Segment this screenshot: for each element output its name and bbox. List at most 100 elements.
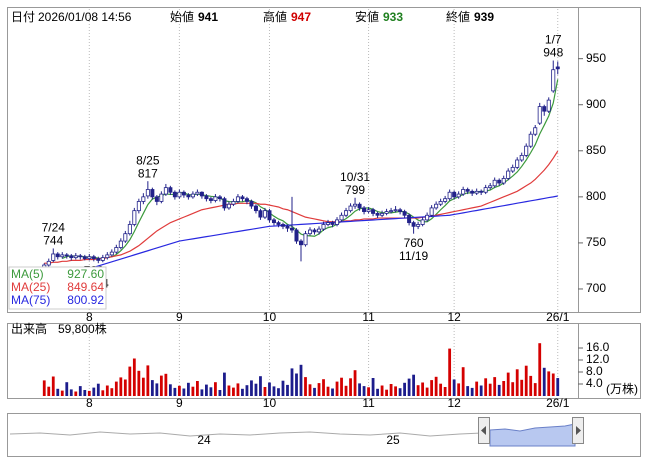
volume-bar <box>542 367 546 396</box>
candle-body <box>555 66 560 70</box>
volume-bar <box>538 343 542 396</box>
candle-body <box>154 196 159 202</box>
volume-bar <box>313 387 316 396</box>
candle-body <box>479 190 484 193</box>
candle-body <box>69 255 74 259</box>
candle-body <box>533 127 538 135</box>
volume-bar <box>326 386 330 396</box>
candle-body <box>303 233 308 246</box>
volume-bar <box>268 382 271 396</box>
candle-body <box>456 193 461 198</box>
volume-bar <box>250 380 253 396</box>
candle-body <box>524 145 529 156</box>
candle-body <box>488 185 493 189</box>
volume-bar <box>475 381 479 396</box>
volume-bar <box>69 389 73 396</box>
header-value: 947 <box>291 10 311 24</box>
volume-bar <box>502 381 506 396</box>
candle-body <box>267 210 272 221</box>
candle-body <box>109 251 114 256</box>
candle-body <box>339 214 344 221</box>
volume-bar <box>295 373 298 396</box>
volume-title: 出来高 <box>11 321 47 336</box>
candle-body <box>249 201 254 207</box>
annotation-date: 10/31 <box>340 170 370 184</box>
candle-body <box>217 196 222 200</box>
volume-bar <box>47 386 51 396</box>
handle-arrow <box>481 426 486 435</box>
candle-body <box>416 224 421 227</box>
candle-body <box>159 193 164 202</box>
candle-body <box>172 191 177 198</box>
x-tick-label: 26/1 <box>546 310 570 324</box>
candle-body <box>163 187 168 195</box>
volume-bar <box>362 386 366 396</box>
candle-body <box>344 210 349 216</box>
candle-body <box>362 207 367 212</box>
candle-body <box>168 187 173 193</box>
volume-bar <box>105 385 109 396</box>
candle-body <box>429 207 434 216</box>
volume-bar <box>65 382 69 396</box>
candle-body <box>199 191 204 197</box>
volume-bar <box>385 389 388 396</box>
volume-bar <box>74 391 78 396</box>
candle-body <box>55 253 60 258</box>
candle-body <box>497 179 502 184</box>
volume-bar <box>479 385 483 396</box>
header-label: 高値 <box>263 9 287 24</box>
candle-body <box>348 205 353 212</box>
navigator-line <box>9 431 483 437</box>
candle-body <box>280 224 285 227</box>
candle-body <box>434 203 439 209</box>
volume-bar <box>141 377 145 396</box>
candle-body <box>366 209 371 212</box>
candle-body <box>91 256 96 259</box>
header-label: 日付 <box>11 10 35 24</box>
volume-bar <box>159 375 163 396</box>
header-value: 941 <box>198 10 218 24</box>
volume-bar <box>317 383 321 396</box>
candle-body <box>380 213 385 216</box>
candle-body <box>190 193 195 198</box>
volume-bar <box>299 364 303 396</box>
candle-body <box>384 211 389 214</box>
candle-body <box>136 201 141 212</box>
y-tick-label: 4.0 <box>586 376 603 390</box>
volume-bar <box>132 358 136 396</box>
legend-value: 849.64 <box>67 280 104 294</box>
legend-box <box>8 266 107 310</box>
y-tick-label: 900 <box>586 97 606 111</box>
navigator-range <box>489 423 576 447</box>
x-tick-label: 26/1 <box>546 396 570 410</box>
volume-bar <box>218 390 222 396</box>
volume-bar <box>245 385 249 396</box>
candle-body <box>226 203 231 209</box>
candle-body <box>177 191 182 198</box>
header-label: 終値 <box>446 9 470 24</box>
candle-body <box>123 233 128 242</box>
candle-body <box>231 201 236 205</box>
volume-bar <box>263 387 267 396</box>
candle-body <box>452 191 457 198</box>
candle-body <box>393 209 398 212</box>
candle-body <box>78 255 83 258</box>
volume-bar <box>425 387 429 396</box>
volume-panel <box>7 323 641 399</box>
volume-bar <box>92 387 96 396</box>
y-tick-label: 700 <box>586 281 606 295</box>
volume-bar <box>421 382 425 396</box>
candle-body <box>402 211 407 216</box>
candle-body <box>551 69 556 92</box>
volume-bar <box>146 365 150 396</box>
volume-bar <box>344 385 348 396</box>
volume-bar <box>236 383 240 396</box>
x-tick-label: 11 <box>362 396 375 410</box>
header: 日付 2026/01/08 14:56 <box>11 10 132 24</box>
candle-body <box>271 219 276 224</box>
volume-bar <box>214 382 217 396</box>
x-tick-label: 9 <box>176 396 183 410</box>
candle-body <box>506 170 511 179</box>
candle-body <box>465 189 470 192</box>
